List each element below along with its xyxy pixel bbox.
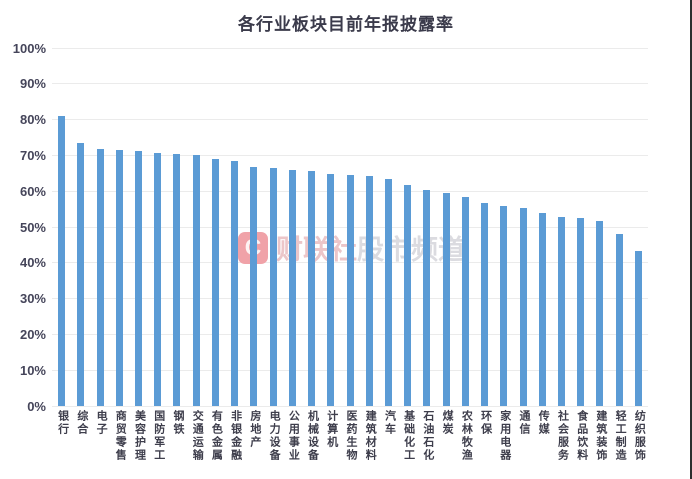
- bar: [250, 167, 258, 406]
- x-axis-label: 医药生物: [345, 410, 357, 462]
- bar: [481, 203, 489, 406]
- x-axis-label: 社会服务: [556, 410, 569, 462]
- bar: [500, 205, 508, 406]
- x-axis-label: 国防军工: [152, 410, 165, 462]
- x-axis-label: 商贸零售: [114, 410, 127, 462]
- y-tick-label: 80%: [19, 112, 46, 128]
- x-axis-label: 煤炭: [441, 410, 454, 436]
- gridline: [52, 154, 648, 156]
- bar: [384, 179, 392, 406]
- x-axis-label: 建筑材料: [364, 410, 377, 462]
- gridline: [52, 47, 648, 49]
- bar: [154, 153, 162, 406]
- x-axis-label: 美容护理: [133, 410, 146, 462]
- x-axis-label: 传媒: [537, 410, 550, 436]
- gridline: [52, 83, 648, 85]
- x-axis-label: 基础化工: [402, 410, 415, 462]
- bar: [77, 143, 85, 406]
- x-axis-label: 公用事业: [287, 410, 300, 462]
- y-tick-label: 20%: [19, 326, 46, 342]
- y-tick-label: 100%: [12, 40, 46, 56]
- y-tick-label: 70%: [19, 147, 46, 163]
- bar: [231, 161, 239, 406]
- x-axis-label: 食品饮料: [575, 410, 588, 462]
- bar: [96, 148, 104, 406]
- x-axis-label: 房地产: [248, 410, 261, 449]
- bar: [211, 158, 219, 406]
- gridline: [52, 405, 648, 407]
- bar: [58, 116, 66, 406]
- x-axis-label: 银行: [56, 410, 69, 436]
- bar: [557, 216, 565, 406]
- y-tick-label: 50%: [19, 219, 46, 235]
- y-tick-label: 30%: [19, 291, 46, 307]
- bar: [327, 174, 335, 406]
- bar: [135, 151, 143, 406]
- x-axis-label: 钢铁: [171, 410, 184, 436]
- y-tick-label: 60%: [19, 183, 46, 199]
- bar: [365, 176, 373, 406]
- bar: [288, 170, 296, 406]
- bar: [596, 220, 604, 406]
- x-axis-label: 电子: [95, 410, 108, 436]
- x-axis-label: 机械设备: [306, 410, 319, 462]
- bar: [404, 185, 412, 406]
- x-axis-label: 环保: [479, 410, 492, 436]
- x-axis-label: 通信: [518, 410, 531, 436]
- chart-title: 各行业板块目前年报披露率: [238, 15, 454, 34]
- x-axis-label: 有色金属: [210, 410, 223, 462]
- y-tick-label: 90%: [19, 76, 46, 92]
- bar: [269, 168, 277, 406]
- y-tick-label: 10%: [19, 362, 46, 378]
- bar: [461, 196, 469, 406]
- y-tick-label: 0%: [27, 398, 46, 414]
- x-axis-label: 石油石化: [421, 410, 434, 462]
- y-tick-label: 40%: [19, 255, 46, 271]
- bar: [615, 233, 623, 406]
- x-axis-label: 家用电器: [498, 410, 511, 462]
- x-axis-label: 非银金融: [229, 410, 242, 462]
- bar: [308, 170, 316, 406]
- bar: [538, 213, 546, 406]
- x-axis-label: 电力设备: [268, 410, 281, 462]
- bar: [577, 217, 585, 406]
- bar: [173, 153, 181, 406]
- bar: [442, 193, 450, 406]
- bar: [115, 149, 123, 406]
- bar: [423, 189, 431, 406]
- x-axis-label: 综合: [75, 410, 88, 436]
- bar: [634, 251, 642, 406]
- bar: [346, 175, 354, 406]
- x-axis-label: 农林牧渔: [460, 410, 473, 462]
- x-axis-label: 纺织服饰: [633, 410, 646, 462]
- x-axis-label: 轻工制造: [614, 410, 627, 462]
- x-axis-label: 建筑装饰: [594, 410, 607, 462]
- x-axis-label: 计算机: [325, 410, 338, 449]
- gridline: [52, 119, 648, 121]
- x-axis-label: 汽车: [383, 410, 396, 436]
- bar: [192, 155, 200, 406]
- x-axis-label: 交通运输: [191, 410, 204, 462]
- bar: [519, 208, 527, 406]
